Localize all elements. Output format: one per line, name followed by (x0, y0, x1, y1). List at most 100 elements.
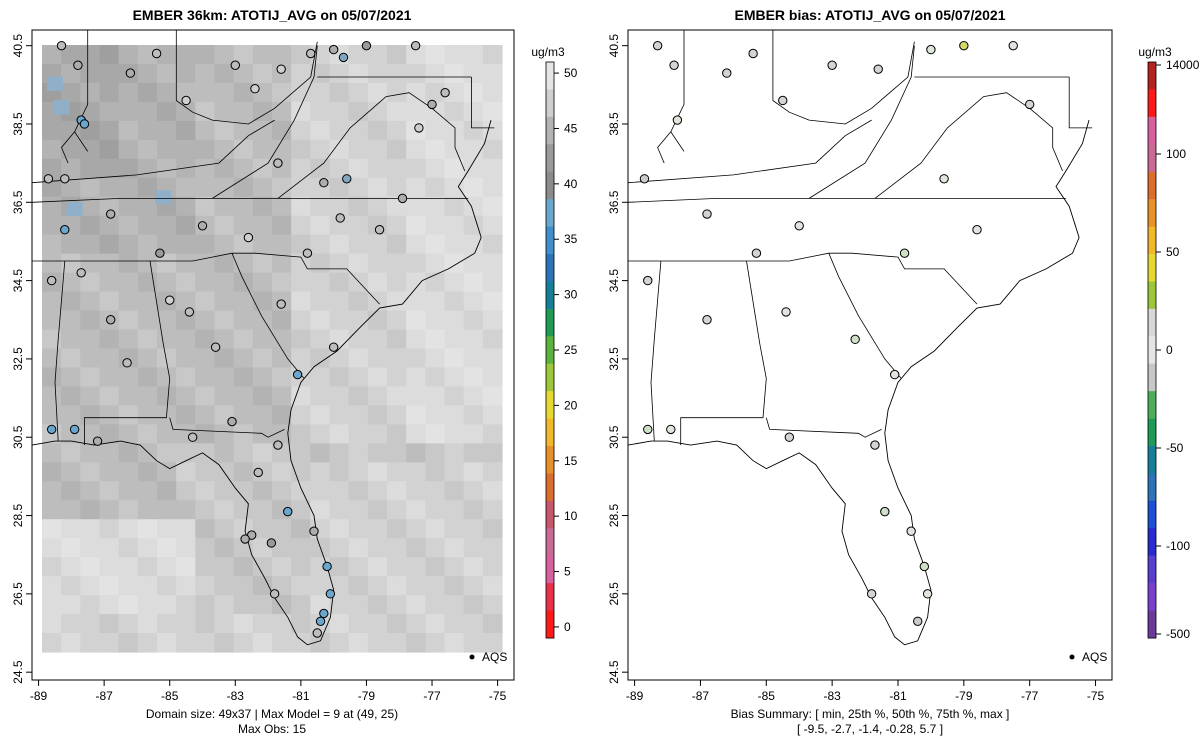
heatmap-cell (118, 291, 139, 312)
heatmap-cell (176, 101, 196, 122)
heatmap-cell (482, 481, 503, 501)
heatmap-cell (157, 348, 177, 369)
colorbar-segment (546, 199, 554, 228)
model-colorbar-unit: ug/m3 (531, 45, 565, 59)
state-boundary (471, 77, 495, 129)
heatmap-cell (214, 386, 235, 407)
heatmap-cell (482, 272, 503, 293)
heatmap-cell (310, 386, 331, 407)
heatmap-cell (252, 405, 273, 425)
y-tick-label: 28.5 (607, 504, 621, 528)
heatmap-cell (482, 633, 503, 653)
bias-title: EMBER bias: ATOTIJ_AVG on 05/07/2021 (734, 7, 1005, 23)
heatmap-cell (291, 120, 311, 141)
bias-legend-dot (1069, 654, 1075, 660)
heatmap-cell (195, 177, 216, 198)
heatmap-cell (387, 557, 407, 577)
heatmap-cell (367, 557, 388, 577)
heatmap-cell (425, 348, 446, 369)
heatmap-cell (118, 405, 139, 425)
heatmap-cell (118, 576, 139, 596)
heatmap-cell (425, 595, 446, 615)
heatmap-cell (61, 139, 81, 160)
heatmap-cell (233, 462, 254, 482)
heatmap-cell (367, 500, 388, 520)
heatmap-cell (367, 158, 388, 179)
heatmap-cell (137, 177, 158, 198)
heatmap-cell (425, 291, 446, 312)
heatmap-cell (272, 348, 292, 369)
model-legend-label: AQS (482, 650, 507, 664)
heatmap-cell (310, 291, 331, 312)
bias-point (873, 64, 883, 74)
observation-point (181, 95, 191, 106)
state-boundary (31, 119, 275, 184)
heatmap-cell (195, 158, 216, 179)
heatmap-cell (42, 386, 62, 407)
heatmap-cell (367, 367, 388, 388)
heatmap-cell (195, 101, 216, 122)
heatmap-cell (137, 234, 158, 255)
state-boundary (650, 260, 662, 442)
x-tick-label: -77 (1021, 689, 1039, 703)
heatmap-cell (176, 538, 196, 558)
heatmap-cell (176, 177, 196, 198)
heatmap-cell (367, 443, 388, 463)
heatmap-cell (61, 234, 81, 255)
heatmap-cell (387, 234, 407, 255)
heatmap-cell (387, 329, 407, 350)
x-tick-label: -83 (227, 689, 245, 703)
heatmap-cell (482, 443, 503, 463)
x-tick-label: -89 (626, 689, 644, 703)
heatmap-cell (348, 443, 369, 463)
heatmap-cell (348, 310, 369, 331)
heatmap-cell (157, 310, 177, 331)
heatmap-cell (176, 557, 196, 577)
model-heatmap-cells (42, 45, 503, 653)
heatmap-cell (310, 196, 331, 217)
heatmap-cell (99, 253, 120, 274)
colorbar-tick-label: 100 (1166, 147, 1186, 161)
state-boundary (828, 253, 902, 379)
heatmap-cell (137, 310, 158, 331)
heatmap-cell (291, 272, 311, 293)
heatmap-cell (233, 215, 254, 236)
heatmap-cell (406, 614, 426, 634)
state-boundary (1029, 107, 1063, 172)
heatmap-cell (387, 595, 407, 615)
heatmap-cell (80, 139, 101, 160)
colorbar-segment (546, 363, 554, 392)
observation-point (273, 158, 283, 168)
heatmap-cell (42, 329, 62, 350)
heatmap-cell (329, 63, 350, 84)
model-colorbar: 0 5 10 15 20 25 30 35 40 45 50 (545, 61, 578, 639)
heatmap-cell (348, 158, 369, 179)
heatmap-cell (252, 329, 273, 350)
heatmap-cell (137, 253, 158, 274)
heatmap-cell (367, 177, 388, 198)
heatmap-cell (348, 481, 369, 501)
heatmap-cell (291, 348, 311, 369)
colorbar-segment (546, 62, 554, 90)
heatmap-cell (214, 253, 235, 274)
colorbar-segment (546, 391, 554, 420)
heatmap-cell (444, 253, 465, 274)
y-tick-label: 34.5 (607, 269, 621, 293)
heatmap-cell (425, 310, 446, 331)
heatmap-cell (61, 557, 81, 577)
heatmap-cell (463, 158, 484, 179)
heatmap-cell (348, 557, 369, 577)
heatmap-cell (425, 481, 446, 501)
bias-legend-label: AQS (1082, 650, 1107, 664)
bias-point (959, 40, 969, 51)
heatmap-cell (272, 386, 292, 407)
heatmap-cell (387, 139, 407, 160)
heatmap-cell (348, 405, 369, 425)
heatmap-cell (291, 63, 311, 84)
heatmap-cell (99, 595, 120, 615)
heatmap-cell (482, 291, 503, 312)
heatmap-cell (233, 424, 254, 444)
heatmap-cell (252, 177, 273, 198)
heatmap-cell (157, 538, 177, 558)
heatmap-cell (387, 519, 407, 539)
